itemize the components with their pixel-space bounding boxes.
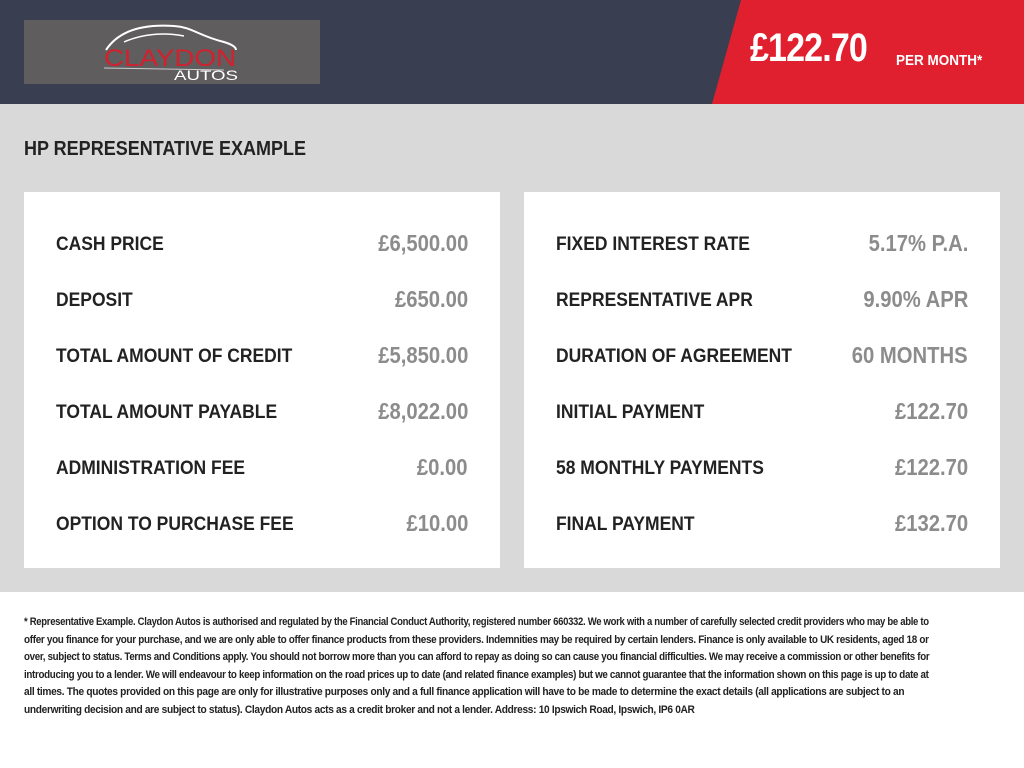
- footnote-line: introducing you to a lender. We will end…: [24, 668, 929, 681]
- claydon-autos-logo: CLAYDON AUTOS: [24, 20, 320, 84]
- finance-value: 5.17% P.A.: [868, 230, 968, 256]
- finance-row: INITIAL PAYMENT £122.70: [556, 398, 968, 428]
- finance-value: £8,022.00: [377, 398, 468, 424]
- footnote: * Representative Example. Claydon Autos …: [24, 614, 1004, 720]
- finance-row: OPTION TO PURCHASE FEE £10.00: [56, 510, 468, 540]
- finance-value: £6,500.00: [377, 230, 468, 256]
- finance-row: DURATION OF AGREEMENT 60 MONTHS: [556, 342, 968, 372]
- finance-value: 60 MONTHS: [852, 342, 968, 368]
- finance-value: £122.70: [894, 454, 968, 480]
- monthly-price: £122.70: [750, 26, 868, 70]
- finance-label: TOTAL AMOUNT OF CREDIT: [56, 346, 293, 367]
- svg-text:CLAYDON: CLAYDON: [104, 45, 236, 72]
- price-suffix: PER MONTH*: [896, 52, 983, 69]
- finance-row: FINAL PAYMENT £132.70: [556, 510, 968, 540]
- price-banner: [712, 0, 1024, 104]
- finance-value: 9.90% APR: [863, 286, 968, 312]
- finance-row: CASH PRICE £6,500.00: [56, 230, 468, 260]
- finance-label: OPTION TO PURCHASE FEE: [56, 514, 294, 535]
- finance-label: 58 MONTHLY PAYMENTS: [556, 458, 764, 479]
- finance-panel-left: CASH PRICE £6,500.00 DEPOSIT £650.00 TOTAL A…: [24, 192, 500, 568]
- footnote-line: offer you finance for your purchase, and…: [24, 633, 929, 646]
- finance-row: DEPOSIT £650.00: [56, 286, 468, 316]
- finance-label: REPRESENTATIVE APR: [556, 290, 753, 311]
- finance-value: £650.00: [394, 286, 468, 312]
- footnote-line: * Representative Example. Claydon Autos …: [24, 616, 929, 628]
- finance-value: £132.70: [894, 510, 968, 536]
- finance-row: 58 MONTHLY PAYMENTS £122.70: [556, 454, 968, 484]
- finance-label: FIXED INTEREST RATE: [556, 234, 750, 255]
- finance-label: DEPOSIT: [56, 290, 133, 311]
- finance-value: £122.70: [894, 398, 968, 424]
- finance-value: £10.00: [406, 510, 468, 536]
- header: CLAYDON AUTOS £122.70 PER MONTH*: [0, 0, 1024, 104]
- finance-label: TOTAL AMOUNT PAYABLE: [56, 402, 278, 423]
- section-title: HP REPRESENTATIVE EXAMPLE: [24, 138, 307, 160]
- footnote-line: all times. The quotes provided on this p…: [24, 686, 905, 699]
- footnote-line: over, subject to status. Terms and Condi…: [24, 651, 930, 664]
- finance-row: ADMINISTRATION FEE £0.00: [56, 454, 468, 484]
- finance-row: TOTAL AMOUNT PAYABLE £8,022.00: [56, 398, 468, 428]
- finance-label: INITIAL PAYMENT: [556, 402, 705, 423]
- finance-label: FINAL PAYMENT: [556, 514, 695, 535]
- finance-label: ADMINISTRATION FEE: [56, 458, 246, 479]
- finance-label: DURATION OF AGREEMENT: [556, 346, 792, 367]
- svg-text:AUTOS: AUTOS: [174, 67, 238, 83]
- footnote-line: underwriting decision and are subject to…: [24, 703, 695, 716]
- finance-example-section: HP REPRESENTATIVE EXAMPLE CASH PRICE £6,5…: [0, 104, 1024, 592]
- finance-row: REPRESENTATIVE APR 9.90% APR: [556, 286, 968, 316]
- finance-row: TOTAL AMOUNT OF CREDIT £5,850.00: [56, 342, 468, 372]
- finance-label: CASH PRICE: [56, 234, 164, 255]
- finance-value: £0.00: [417, 454, 468, 480]
- finance-row: FIXED INTEREST RATE 5.17% P.A.: [556, 230, 968, 260]
- finance-value: £5,850.00: [377, 342, 468, 368]
- finance-panel-right: FIXED INTEREST RATE 5.17% P.A. REPRESENTAT…: [524, 192, 1000, 568]
